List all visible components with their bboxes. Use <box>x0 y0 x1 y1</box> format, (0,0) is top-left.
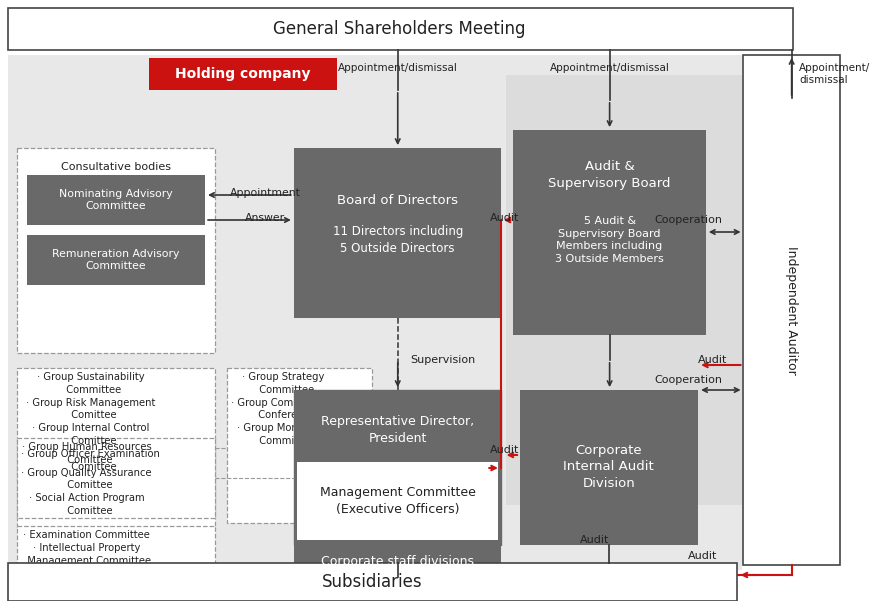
Bar <box>27 235 205 285</box>
Text: 11 Directors including
5 Outside Directors: 11 Directors including 5 Outside Directo… <box>333 225 463 255</box>
Bar <box>294 390 501 545</box>
Bar <box>18 368 215 528</box>
Text: Audit: Audit <box>490 445 519 455</box>
Bar <box>520 390 698 545</box>
Text: Representative Director,
President: Representative Director, President <box>321 415 474 445</box>
Text: Audit: Audit <box>698 355 728 365</box>
Text: Audit: Audit <box>580 535 609 545</box>
Text: Appointment/dismissal: Appointment/dismissal <box>550 63 670 73</box>
Bar <box>744 55 840 565</box>
Text: Answer: Answer <box>245 213 285 223</box>
Text: Nominating Advisory
Committee: Nominating Advisory Committee <box>59 189 172 212</box>
Text: General Shareholders Meeting: General Shareholders Meeting <box>274 20 526 38</box>
Bar <box>294 545 501 577</box>
Text: Independent Auditor: Independent Auditor <box>785 246 798 374</box>
Text: Corporate
Internal Audit
Division: Corporate Internal Audit Division <box>563 444 654 490</box>
Text: Remuneration Advisory
Committee: Remuneration Advisory Committee <box>52 249 180 272</box>
Text: dismissal: dismissal <box>799 75 848 85</box>
Bar <box>18 148 215 353</box>
Text: Management Committee
(Executive Officers): Management Committee (Executive Officers… <box>319 486 476 516</box>
Bar <box>8 8 793 50</box>
Bar <box>506 75 742 505</box>
Text: Consultative bodies: Consultative bodies <box>61 162 171 172</box>
Text: Appointment: Appointment <box>230 188 300 198</box>
Text: Supervision: Supervision <box>410 355 475 365</box>
Bar <box>27 175 205 225</box>
Bar <box>18 438 215 518</box>
Text: Audit: Audit <box>490 213 519 223</box>
Bar <box>227 368 371 523</box>
Text: Audit &
Supervisory Board: Audit & Supervisory Board <box>548 160 671 190</box>
Text: · Group Strategy
  Committee
· Group Commitment
  Conference
· Group Monitoring
: · Group Strategy Committee · Group Commi… <box>231 372 336 446</box>
Text: Holding company: Holding company <box>175 67 311 81</box>
Text: Corporate staff divisions: Corporate staff divisions <box>321 555 474 567</box>
Text: Cooperation: Cooperation <box>655 215 722 225</box>
Bar <box>18 526 215 570</box>
Text: · Group Human Resources
  Comittee
· Group Quality Assurance
  Comittee
· Social: · Group Human Resources Comittee · Group… <box>21 442 152 516</box>
Text: · Group Sustainability
  Committee
· Group Risk Management
  Comittee
· Group In: · Group Sustainability Committee · Group… <box>21 372 160 472</box>
Bar <box>150 58 337 90</box>
Bar <box>297 462 498 540</box>
Bar <box>8 563 737 601</box>
Text: Appointment/: Appointment/ <box>799 63 870 73</box>
Text: Appointment/dismissal: Appointment/dismissal <box>338 63 458 73</box>
Text: Subsidiaries: Subsidiaries <box>321 573 422 591</box>
Bar <box>513 130 706 335</box>
Bar <box>294 148 501 318</box>
Text: Board of Directors: Board of Directors <box>337 194 458 207</box>
Text: · Examination Committee
· Intellectual Property
  Management Committee: · Examination Committee · Intellectual P… <box>21 530 151 566</box>
Bar <box>8 55 742 570</box>
Text: 5 Audit &
Supervisory Board
Members including
3 Outside Members: 5 Audit & Supervisory Board Members incl… <box>555 216 664 264</box>
Text: Audit: Audit <box>688 551 718 561</box>
Text: Cooperation: Cooperation <box>655 375 722 385</box>
